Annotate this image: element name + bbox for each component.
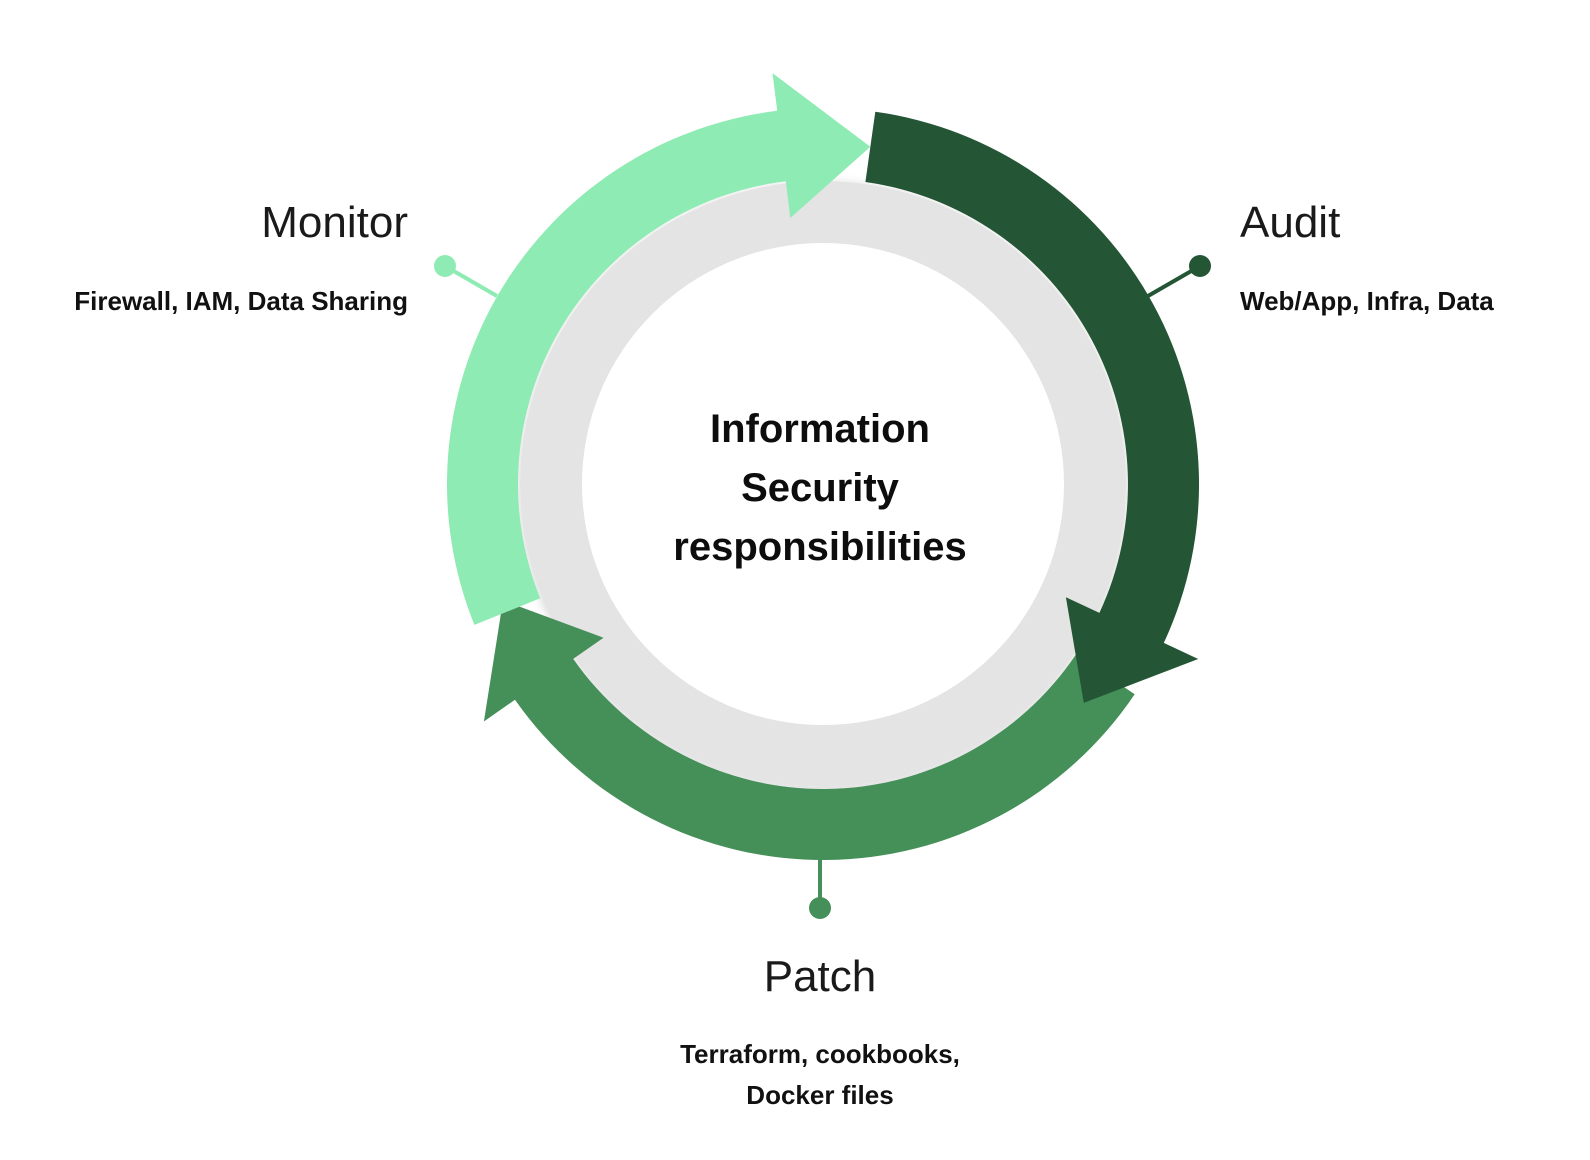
audit-description: Web/App, Infra, Data	[1240, 286, 1494, 316]
center-title-line: responsibilities	[673, 525, 967, 569]
monitor-arrow	[447, 73, 871, 625]
monitor-connector	[434, 255, 498, 298]
center-title: Information Security responsibilities	[640, 400, 1000, 577]
patch-description: Terraform, cookbooks, Docker files	[570, 1034, 1070, 1116]
patch-description-line: Terraform, cookbooks,	[680, 1039, 960, 1069]
center-disc	[582, 243, 1064, 725]
center-title-line: Information	[710, 407, 930, 451]
audit-arrow	[865, 111, 1200, 703]
center-title-line: Security	[741, 466, 899, 510]
monitor-title: Monitor	[261, 198, 408, 247]
monitor-description: Firewall, IAM, Data Sharing	[74, 286, 408, 316]
patch-description-line: Docker files	[746, 1080, 894, 1110]
audit-title: Audit	[1240, 198, 1341, 247]
patch-arrow	[483, 600, 1135, 861]
patch-connector	[809, 858, 831, 919]
audit-connector	[1147, 255, 1211, 298]
patch-title: Patch	[763, 952, 877, 1001]
